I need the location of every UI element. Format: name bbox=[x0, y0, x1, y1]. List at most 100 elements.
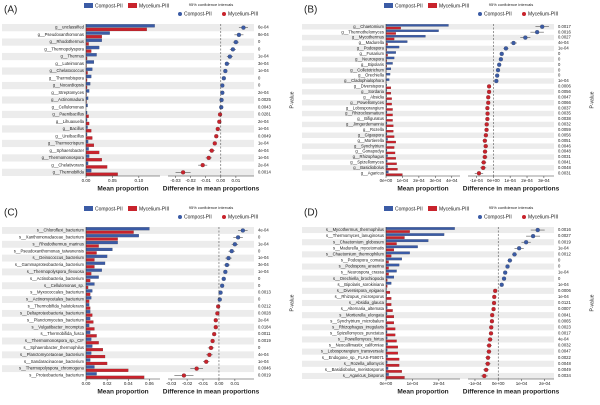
x-axis-title: Mean proportion bbox=[397, 186, 448, 193]
p-value: 0.0056 bbox=[558, 132, 571, 137]
row-label: g__Bipolaris bbox=[361, 62, 384, 67]
p-value: 0 bbox=[258, 345, 261, 350]
diff-point bbox=[486, 349, 492, 354]
row-label: s__Proteobacteria_bacterium bbox=[29, 373, 84, 378]
row-label: g__Rozella bbox=[363, 127, 385, 132]
diff-point bbox=[230, 47, 235, 52]
diff-point bbox=[486, 89, 492, 94]
x-axis-title: Difference in mean proportions bbox=[163, 186, 260, 193]
p-value: 1e-04 bbox=[258, 126, 269, 131]
bar bbox=[85, 258, 95, 262]
bar bbox=[385, 257, 402, 261]
legend-marker bbox=[178, 12, 182, 16]
bar bbox=[385, 97, 392, 100]
bar bbox=[385, 168, 398, 171]
bar bbox=[85, 136, 93, 140]
row-label: g__Orechiella bbox=[358, 73, 385, 78]
p-value: 0 bbox=[258, 46, 261, 51]
diff-point bbox=[505, 264, 510, 269]
diff-point bbox=[503, 270, 508, 275]
p-value: 4e-04 bbox=[258, 148, 269, 153]
diff-point bbox=[485, 111, 490, 116]
bar bbox=[85, 296, 92, 300]
row-label: s__Thermopolyspora_chromogena bbox=[19, 366, 85, 371]
panel-label: (B) bbox=[304, 5, 317, 16]
p-value: 0.0027 bbox=[558, 35, 571, 40]
bar bbox=[85, 35, 102, 39]
row-label: g__Bifiguratus bbox=[357, 116, 384, 121]
bar bbox=[385, 230, 410, 233]
p-value: 0.0013 bbox=[258, 290, 271, 295]
diff-point bbox=[232, 242, 237, 247]
diff-point bbox=[233, 39, 238, 45]
row-stripe bbox=[2, 323, 254, 331]
row-label: s__Pseudoxanthomonas_taiwanensis bbox=[14, 248, 84, 253]
bar bbox=[85, 150, 100, 155]
row-stripe bbox=[302, 45, 554, 52]
legend-label: Mycelium-PIII bbox=[228, 214, 258, 220]
x-tick-label: 0.01 bbox=[231, 381, 240, 386]
bar bbox=[385, 151, 396, 155]
p-value: 0.0031 bbox=[558, 154, 571, 159]
bar bbox=[85, 265, 95, 269]
bar bbox=[85, 89, 90, 93]
legend-label: Compost-PII bbox=[95, 3, 123, 9]
row-stripe bbox=[2, 268, 254, 276]
row-stripe bbox=[2, 110, 254, 119]
row-label: g__Rhizophagus bbox=[353, 154, 384, 159]
p-value: 0.0028 bbox=[258, 310, 271, 315]
diff-point bbox=[236, 32, 242, 37]
diff-point bbox=[209, 148, 214, 153]
legend-swatch bbox=[428, 3, 437, 8]
row-label: s__Vulgatibacter_incomptus bbox=[32, 324, 84, 329]
row-label: s__Agaricus_bisporus bbox=[343, 373, 384, 378]
bar bbox=[385, 281, 392, 285]
diff-point bbox=[215, 311, 220, 316]
p-value: 0.0049 bbox=[258, 133, 271, 138]
row-label: s__Mortierella_elongata bbox=[339, 312, 384, 317]
panel-label: (D) bbox=[304, 208, 318, 219]
bar bbox=[385, 24, 449, 27]
bar bbox=[385, 245, 418, 249]
bar bbox=[385, 315, 395, 319]
diff-point bbox=[523, 35, 528, 40]
ci-title: 95% confidence intervals bbox=[189, 2, 233, 7]
p-value: 0 bbox=[558, 51, 561, 56]
row-stripe bbox=[302, 121, 554, 128]
p-value: 0 bbox=[258, 83, 261, 88]
row-stripe bbox=[2, 282, 254, 290]
diff-point bbox=[512, 252, 517, 257]
bar bbox=[385, 173, 403, 176]
bar bbox=[85, 282, 95, 286]
p-value: 0.0049 bbox=[558, 367, 571, 372]
diff-point bbox=[488, 331, 494, 336]
bar bbox=[385, 345, 398, 349]
row-label: g__Mortierella bbox=[357, 138, 384, 143]
bar bbox=[85, 67, 93, 71]
p-value: 2e-04 bbox=[258, 90, 269, 95]
p-value: 0.0056 bbox=[558, 89, 571, 94]
diff-point bbox=[215, 126, 220, 132]
x-axis-title: Mean proportion bbox=[97, 389, 148, 396]
legend-marker bbox=[222, 12, 226, 16]
diff-point bbox=[482, 138, 487, 143]
diff-point bbox=[485, 116, 490, 122]
diff-point bbox=[481, 165, 486, 170]
bar bbox=[85, 344, 93, 348]
bar bbox=[85, 351, 92, 355]
p-value: 0 bbox=[558, 258, 561, 263]
x-tick-label: 0e+00 bbox=[487, 178, 500, 183]
diff-point bbox=[235, 235, 241, 240]
p-value: 0.0035 bbox=[558, 111, 571, 116]
panel-label: (C) bbox=[4, 208, 18, 219]
row-label: s__Absidia_glauca bbox=[349, 300, 385, 305]
row-label: g__Thermopolyspora bbox=[44, 46, 84, 51]
bar bbox=[85, 45, 100, 50]
p-value: 1e-04 bbox=[558, 270, 569, 275]
row-stripe bbox=[302, 324, 554, 331]
row-label: g__Lihuaxuella bbox=[56, 119, 85, 124]
p-value: 0.0184 bbox=[258, 324, 271, 329]
row-label: s__Thermobifida_halotolerans bbox=[28, 304, 84, 309]
row-label: s__Chaetomium_thermophilum bbox=[326, 251, 385, 256]
